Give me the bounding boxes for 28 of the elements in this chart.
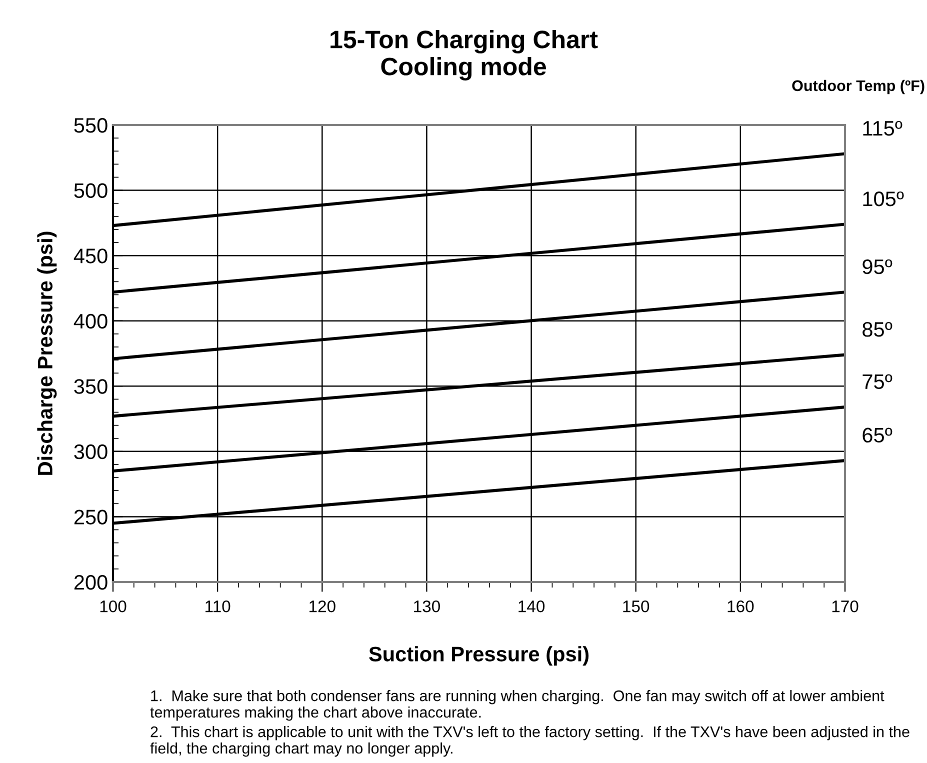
series-label: 105º (863, 191, 904, 206)
x-tick-label: 120 (310, 600, 336, 612)
y-tick-label: 500 (74, 183, 108, 198)
series-label: 85º (862, 322, 892, 337)
x-axis-title: Suction Pressure (psi) (369, 646, 589, 666)
chart-title: 15-Ton Charging Chart Cooling mode (330, 30, 598, 80)
series-label: 75º (862, 374, 892, 390)
x-tick-label: 160 (728, 600, 754, 612)
legend-title: Outdoor Temp (ºF) (792, 80, 924, 94)
y-tick-label: 450 (74, 248, 108, 264)
x-tick-label: 170 (832, 600, 858, 612)
x-tick-label: 140 (518, 600, 545, 612)
x-tick-label: 130 (414, 600, 440, 612)
y-tick-label: 300 (74, 444, 108, 460)
series-label: 115º (863, 120, 902, 136)
text: 1. Make sure that both condenser fans are running when charging. One fan may switch off at lower ambient temperatures making the chart above inaccurate. (150, 690, 884, 721)
text: 2. This chart is applicable to unit with the TXV's left to the factory setting. If the TXV's have been adjusted in the field, the charging chart may no longer apply. (150, 726, 910, 757)
y-axis-title: Discharge Pressure (psi) (37, 232, 57, 475)
x-tick-label: 100 (100, 600, 126, 612)
y-tick-label: 350 (74, 379, 108, 394)
series-label: 95º (862, 259, 892, 274)
y-tick-label: 400 (74, 314, 108, 329)
y-tick-label: 250 (74, 510, 108, 524)
series-label: 65º (862, 428, 892, 443)
y-tick-label: 550 (74, 118, 108, 133)
x-tick-label: 150 (623, 600, 650, 612)
x-tick-label: 110 (206, 600, 230, 612)
y-tick-label: 200 (74, 575, 108, 590)
